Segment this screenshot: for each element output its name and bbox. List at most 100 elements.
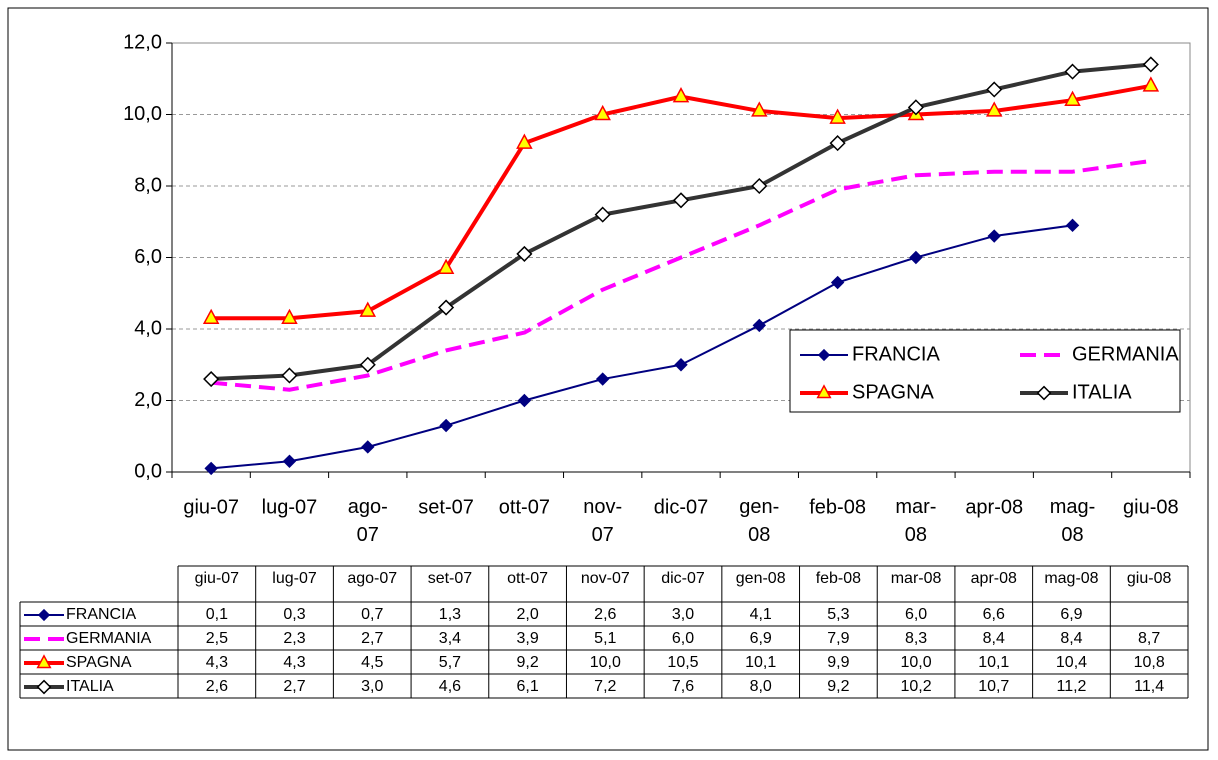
marker <box>751 101 768 117</box>
marker <box>672 192 690 209</box>
marker <box>752 318 767 333</box>
table-row-label: ITALIA <box>66 678 114 695</box>
table-cell: 2,3 <box>283 630 305 647</box>
marker <box>517 393 532 408</box>
table-cell: 10,1 <box>745 654 776 671</box>
x-tick-label: feb-08 <box>809 496 866 518</box>
table-cell: 2,7 <box>361 630 383 647</box>
table-cell: 9,2 <box>827 678 849 695</box>
table-cell: 10,0 <box>901 654 932 671</box>
table-cell: 10,7 <box>978 678 1009 695</box>
table-cell: 4,3 <box>283 654 305 671</box>
table-cell: 10,1 <box>978 654 1009 671</box>
table-header: gen-08 <box>736 570 786 587</box>
marker <box>674 358 688 372</box>
table-cell: 4,3 <box>206 654 228 671</box>
table-cell: 6,1 <box>516 678 538 695</box>
marker <box>817 348 831 362</box>
table-cell: 0,1 <box>206 606 228 623</box>
table-cell: 6,6 <box>983 606 1005 623</box>
table-row-label: GERMANIA <box>66 630 152 647</box>
marker <box>516 133 533 149</box>
table-cell: 7,2 <box>594 678 616 695</box>
table-cell: 7,9 <box>827 630 849 647</box>
table-cell: 4,1 <box>750 606 772 623</box>
table-cell: 3,4 <box>439 630 461 647</box>
marker <box>907 99 924 116</box>
table-cell: 10,4 <box>1056 654 1087 671</box>
marker <box>437 258 455 274</box>
marker <box>909 250 923 265</box>
table-cell: 4,5 <box>361 654 383 671</box>
table-cell: 6,9 <box>1060 606 1082 623</box>
x-tick-label: set-07 <box>418 496 474 518</box>
table-cell: 1,3 <box>439 606 461 623</box>
marker <box>204 461 218 476</box>
x-tick-label: dic-07 <box>654 496 708 518</box>
x-tick-label: nov- 07 <box>583 496 622 546</box>
marker <box>829 135 846 152</box>
marker <box>1036 385 1052 401</box>
table-cell: 3,0 <box>672 606 694 623</box>
table-cell: 6,0 <box>905 606 927 623</box>
table-cell: 2,0 <box>516 606 538 623</box>
table-cell: 8,3 <box>905 630 927 647</box>
table-header: feb-08 <box>816 570 861 587</box>
x-tick-label-part: 08 <box>905 524 927 546</box>
table-cell: 7,6 <box>672 678 694 695</box>
marker <box>985 101 1003 117</box>
table-row-label: SPAGNA <box>66 654 132 671</box>
marker <box>439 418 453 433</box>
x-tick-label-part: gen- <box>739 496 779 518</box>
x-tick-label-part: nov- <box>583 496 622 518</box>
legend-label: ITALIA <box>1072 381 1132 403</box>
legend-label: FRANCIA <box>852 343 940 365</box>
y-tick-label: 10,0 <box>123 103 162 125</box>
x-tick-label: ago- 07 <box>348 496 388 546</box>
marker <box>816 384 832 399</box>
table-header: apr-08 <box>971 570 1017 587</box>
x-tick-label-part: mar- <box>895 496 936 518</box>
y-tick-label: 8,0 <box>134 174 162 196</box>
table-header: nov-07 <box>581 570 630 587</box>
table-cell: 2,7 <box>283 678 305 695</box>
y-tick-label: 6,0 <box>134 246 162 268</box>
marker <box>1064 63 1081 80</box>
table-cell: 6,9 <box>750 630 772 647</box>
table-header: mag-08 <box>1044 570 1098 587</box>
table-cell: 8,4 <box>1060 630 1082 647</box>
legend-label: GERMANIA <box>1072 343 1179 365</box>
legend <box>789 329 1181 413</box>
marker <box>36 679 52 695</box>
marker <box>361 440 375 454</box>
marker <box>282 454 297 468</box>
x-tick-label-part: 07 <box>357 524 379 546</box>
table-header: lug-07 <box>272 570 317 587</box>
marker <box>281 308 298 325</box>
marker <box>829 108 846 124</box>
table-cell: 5,1 <box>594 630 616 647</box>
marker <box>594 104 611 121</box>
x-tick-label: ott-07 <box>499 496 550 518</box>
table-cell: 9,9 <box>827 654 849 671</box>
marker <box>1064 90 1081 106</box>
legend-label: SPAGNA <box>852 381 935 403</box>
table-header: giu-08 <box>1127 570 1172 587</box>
table-cell: 9,2 <box>516 654 538 671</box>
table-cell: 2,6 <box>594 606 616 623</box>
table-cell: 3,0 <box>361 678 383 695</box>
marker <box>595 372 610 386</box>
marker <box>672 87 690 103</box>
marker <box>36 654 52 669</box>
marker <box>37 608 51 622</box>
table-cell: 5,7 <box>439 654 461 671</box>
y-tick-label: 4,0 <box>134 317 162 339</box>
table-cell: 2,6 <box>206 678 228 695</box>
table-header: mar-08 <box>891 570 942 587</box>
x-tick-label: gen- 08 <box>739 496 779 546</box>
table-header: giu-07 <box>195 570 240 587</box>
table-cell: 0,3 <box>283 606 305 623</box>
series-line <box>210 158 1152 392</box>
table-cell: 2,5 <box>206 630 228 647</box>
